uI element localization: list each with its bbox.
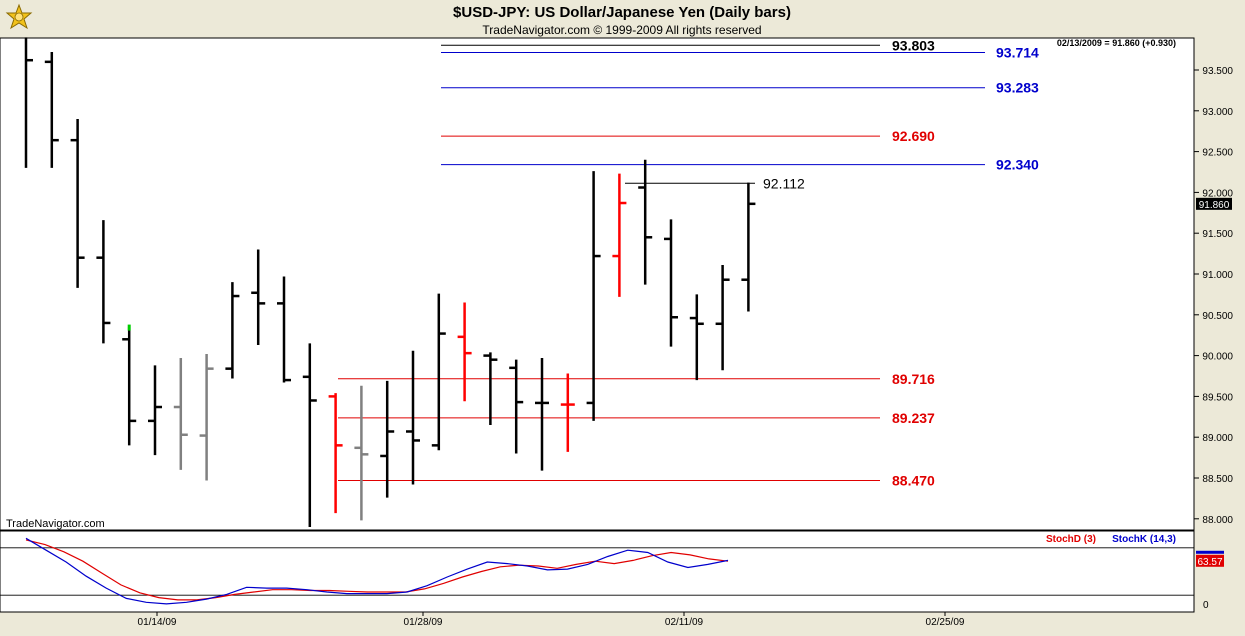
x-tick-label: 01/28/09	[404, 617, 443, 628]
copyright-text: TradeNavigator.com © 1999-2009 All right…	[482, 23, 761, 37]
ohlc-bar	[586, 171, 601, 421]
ohlc-bar	[535, 358, 549, 471]
price-level-label: 92.340	[996, 157, 1039, 173]
ohlc-bar	[560, 373, 575, 452]
stoch-value-flag	[1196, 554, 1224, 567]
price-level-label: 93.803	[892, 37, 935, 53]
y-tick-label: 89.500	[1202, 392, 1233, 403]
ohlc-bar	[689, 294, 704, 381]
stochk-legend: StochK (14,3)	[1112, 534, 1176, 545]
last-price-flag	[1196, 197, 1232, 210]
stochk-value-flag	[1196, 550, 1224, 554]
y-tick-label: 92.000	[1202, 188, 1233, 199]
y-tick-label: 88.500	[1202, 474, 1233, 485]
indicator-plot-area	[0, 530, 1195, 613]
price-level-label: 93.714	[996, 45, 1039, 61]
signal-marker	[127, 324, 131, 331]
trade-navigator-logo-icon	[5, 3, 33, 30]
ohlc-bar	[277, 276, 291, 383]
ohlc-bar	[431, 293, 446, 451]
stochk-line	[25, 537, 729, 605]
x-tick-label: 02/25/09	[926, 617, 965, 628]
ohlc-bar	[225, 282, 240, 379]
y-tick-label: 90.500	[1202, 311, 1233, 322]
x-tick-label: 01/14/09	[138, 617, 177, 628]
ohlc-bar	[96, 220, 111, 344]
stoch-value-label: 63.57	[1197, 557, 1222, 568]
stochd-line	[25, 539, 729, 601]
price-plot-area	[0, 37, 1195, 531]
ohlc-bar	[24, 37, 33, 168]
ohlc-bar	[173, 358, 188, 470]
y-tick-label: 93.000	[1202, 107, 1233, 118]
ohlc-bar	[148, 365, 162, 456]
ohlc-bar	[122, 327, 137, 446]
y-tick-label: 88.000	[1202, 515, 1233, 526]
ohlc-bar	[406, 350, 420, 485]
ohlc-bar	[715, 265, 730, 371]
ohlc-bar	[44, 52, 59, 168]
ohlc-bar	[70, 118, 85, 288]
ohlc-bar	[638, 159, 653, 285]
price-level-label: 89.716	[892, 371, 935, 387]
x-tick-label: 02/11/09	[665, 617, 704, 628]
price-level-label: 93.283	[996, 80, 1039, 96]
ohlc-bar	[251, 249, 266, 345]
ohlc-bar	[354, 385, 369, 521]
ohlc-bar	[328, 393, 343, 514]
quote-readout: 02/13/2009 = 91.860 (+0.930)	[1057, 38, 1176, 48]
y-tick-label: 92.500	[1202, 148, 1233, 159]
stochd-legend: StochD (3)	[1046, 534, 1096, 545]
price-level-label: 92.112	[763, 175, 805, 191]
y-tick-label: 91.500	[1202, 229, 1233, 240]
y-tick-label: 89.000	[1202, 433, 1233, 444]
y-tick-label: 93.500	[1202, 66, 1233, 77]
y-tick-label: 90.000	[1202, 352, 1233, 363]
ohlc-bar	[612, 173, 627, 297]
chart-title: $USD-JPY: US Dollar/Japanese Yen (Daily …	[453, 4, 791, 21]
stoch-zero-label: 0	[1203, 600, 1209, 611]
price-level-label: 89.237	[892, 410, 935, 426]
ohlc-bar	[483, 352, 498, 425]
ohlc-bar	[302, 343, 317, 527]
price-level-label: 88.470	[892, 472, 935, 488]
ohlc-bar	[664, 219, 678, 347]
watermark-text: TradeNavigator.com	[6, 518, 105, 530]
ohlc-bar	[741, 182, 756, 312]
ohlc-bar	[457, 302, 472, 402]
y-tick-label: 91.000	[1202, 270, 1233, 281]
price-level-label: 92.690	[892, 128, 935, 144]
last-price-label: 91.860	[1199, 200, 1230, 211]
ohlc-bar	[199, 353, 214, 481]
ohlc-bar	[509, 359, 524, 454]
ohlc-bar	[380, 380, 395, 498]
